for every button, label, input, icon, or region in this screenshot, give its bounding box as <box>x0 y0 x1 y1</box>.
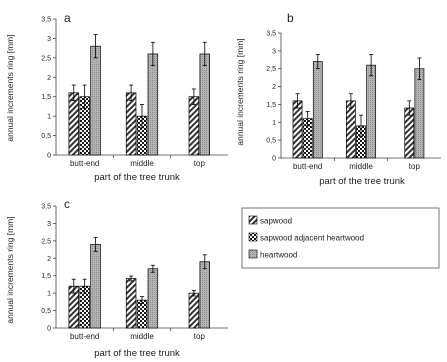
chart-panel-b: b annual increments ring [mm] part of th… <box>235 11 441 187</box>
y-tick-label-c-2: 1 <box>47 291 51 298</box>
bar-c-sapwood-2 <box>188 292 200 329</box>
x-tick-label-a-2: top <box>194 159 206 168</box>
x-tick-label-a-0: butt-end <box>70 159 99 168</box>
x-axis-title-c: part of the tree trunk <box>94 348 180 359</box>
y-tick-label-c-6: 3 <box>47 221 51 228</box>
y-axis-title-b: annual increments ring [mm] <box>235 38 245 145</box>
bar-a-heartwood-0 <box>90 45 101 156</box>
y-tick-label-c-3: 1,5 <box>41 273 51 280</box>
bar-b-sapwood-0 <box>292 100 303 159</box>
y-tick-label-a-4: 2 <box>47 75 51 82</box>
bar-b-sapwood-1 <box>345 100 356 159</box>
x-tick-label-a-1: middle <box>130 159 154 168</box>
bar-c-heartwood-0 <box>90 243 101 329</box>
y-tick-label-b-7: 3,5 <box>266 31 276 38</box>
bar-b-heartwood-2 <box>414 68 425 159</box>
y-tick-label-b-3: 1,5 <box>266 102 276 109</box>
y-axis-title-c: annual increments ring [mm] <box>5 216 15 323</box>
x-tick-label-b-2: top <box>409 162 421 171</box>
x-tick-label-c-0: butt-end <box>70 332 99 341</box>
bar-b-heartwood-1 <box>366 64 377 159</box>
bar-c-sapwood-1 <box>125 278 137 329</box>
y-tick-label-a-5: 2,5 <box>41 55 51 62</box>
legend-swatch-adjacent-heartwood <box>248 232 258 242</box>
legend-label-adjacent-heartwood: sapwood adjacent heartwood <box>260 234 364 243</box>
y-tick-label-b-1: 0,5 <box>266 138 276 145</box>
legend-label-sapwood: sapwood <box>260 217 292 226</box>
legend: sapwood sapwood adjacent heartwood heart… <box>241 207 440 269</box>
bar-c-heartwood-2 <box>199 261 211 329</box>
x-axis-title-a: part of the tree trunk <box>94 172 180 183</box>
y-tick-label-c-0: 0 <box>47 326 51 333</box>
y-tick-label-c-1: 0,5 <box>41 308 51 315</box>
legend-label-heartwood: heartwood <box>260 251 297 260</box>
panel-label-c: c <box>64 197 70 211</box>
bar-b-heartwood-0 <box>312 61 323 159</box>
y-tick-label-c-4: 2 <box>47 256 51 263</box>
y-tick-label-a-7: 3,5 <box>41 17 51 24</box>
x-tick-label-b-1: middle <box>349 162 373 171</box>
chart-panel-a: a annual increments ring [mm] part of th… <box>5 11 228 183</box>
bar-a-heartwood-1 <box>147 53 159 156</box>
chart-panel-c: c annual increments ring [mm] part of th… <box>5 197 228 359</box>
bar-a-heartwood-2 <box>199 53 211 156</box>
x-tick-label-c-1: middle <box>130 332 154 341</box>
x-tick-label-c-2: top <box>194 332 206 341</box>
y-tick-label-b-6: 3 <box>272 48 276 55</box>
bar-c-heartwood-1 <box>147 268 159 329</box>
y-tick-label-b-2: 1 <box>272 120 276 127</box>
y-tick-label-c-7: 3,5 <box>41 204 51 211</box>
y-tick-label-b-5: 2,5 <box>266 66 276 73</box>
y-tick-label-a-3: 1,5 <box>41 94 51 101</box>
y-axis-title-a: annual increments ring [mm] <box>5 34 15 141</box>
y-tick-label-a-2: 1 <box>47 114 51 121</box>
bar-a-sapwood-1 <box>125 92 137 156</box>
legend-frame <box>241 207 440 269</box>
panel-label-b: b <box>287 11 294 25</box>
y-tick-label-a-0: 0 <box>47 153 51 160</box>
y-tick-label-a-1: 0,5 <box>41 133 51 140</box>
bar-c-adjacent-heartwood-1 <box>136 299 148 329</box>
legend-swatch-heartwood <box>248 249 258 259</box>
panel-label-a: a <box>64 11 71 25</box>
x-tick-label-b-0: butt-end <box>293 162 322 171</box>
bar-a-sapwood-0 <box>68 92 79 156</box>
legend-swatch-sapwood <box>248 215 258 225</box>
y-tick-label-a-6: 3 <box>47 36 51 43</box>
y-tick-label-c-5: 2,5 <box>41 238 51 245</box>
y-tick-label-b-0: 0 <box>272 156 276 163</box>
x-axis-title-b: part of the tree trunk <box>319 176 405 187</box>
bar-a-sapwood-2 <box>188 96 200 156</box>
y-tick-label-b-4: 2 <box>272 84 276 91</box>
